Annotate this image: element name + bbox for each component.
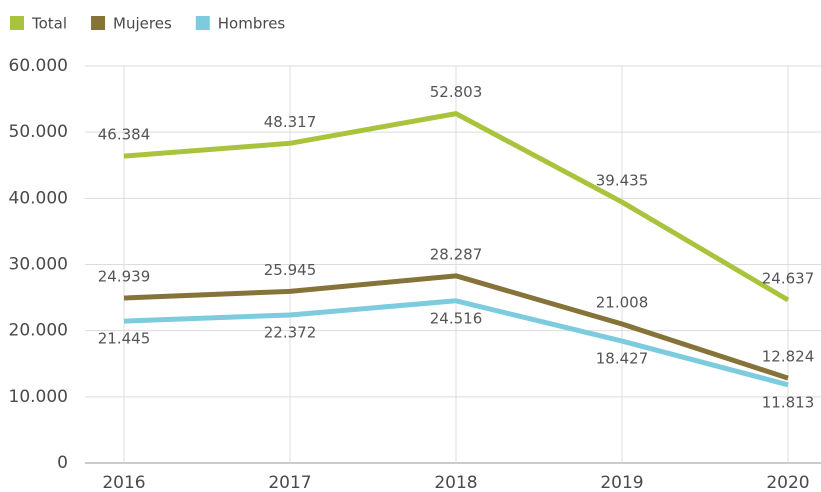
x-tick-label: 2016 bbox=[102, 473, 145, 492]
data-label: 39.435 bbox=[596, 172, 649, 190]
data-label: 25.945 bbox=[264, 261, 317, 279]
y-tick-label: 0 bbox=[57, 453, 68, 473]
legend-label: Total bbox=[31, 15, 67, 33]
series-line bbox=[123, 298, 789, 388]
legend-swatch bbox=[10, 16, 24, 30]
series-line bbox=[123, 273, 789, 381]
data-label: 21.445 bbox=[98, 330, 151, 348]
data-label: 12.824 bbox=[762, 348, 815, 366]
legend-swatch bbox=[91, 16, 106, 30]
x-tick-label: 2018 bbox=[434, 473, 477, 492]
series-line bbox=[123, 111, 790, 303]
y-tick-label: 10.000 bbox=[9, 387, 68, 407]
x-tick-label: 2020 bbox=[766, 473, 809, 492]
legend-label: Hombres bbox=[218, 15, 286, 33]
y-tick-label: 60.000 bbox=[9, 56, 68, 76]
x-tick-label: 2017 bbox=[268, 473, 311, 492]
legend-swatch bbox=[195, 16, 210, 30]
data-label: 24.939 bbox=[98, 267, 151, 285]
y-tick-label: 20.000 bbox=[9, 321, 68, 341]
data-label: 18.427 bbox=[596, 350, 649, 368]
y-tick-label: 40.000 bbox=[9, 188, 68, 208]
y-tick-label: 30.000 bbox=[9, 255, 68, 275]
data-label: 22.372 bbox=[264, 323, 317, 341]
data-label: 24.516 bbox=[430, 309, 483, 327]
data-label: 21.008 bbox=[596, 293, 649, 311]
data-label: 28.287 bbox=[430, 245, 483, 263]
data-label: 46.384 bbox=[98, 126, 151, 144]
data-label: 24.637 bbox=[762, 269, 815, 287]
legend-label: Mujeres bbox=[113, 15, 172, 33]
data-label: 11.813 bbox=[762, 393, 815, 411]
data-label: 48.317 bbox=[264, 113, 317, 131]
x-tick-label: 2019 bbox=[600, 473, 643, 492]
y-tick-label: 50.000 bbox=[9, 122, 68, 142]
data-label: 52.803 bbox=[430, 83, 483, 101]
